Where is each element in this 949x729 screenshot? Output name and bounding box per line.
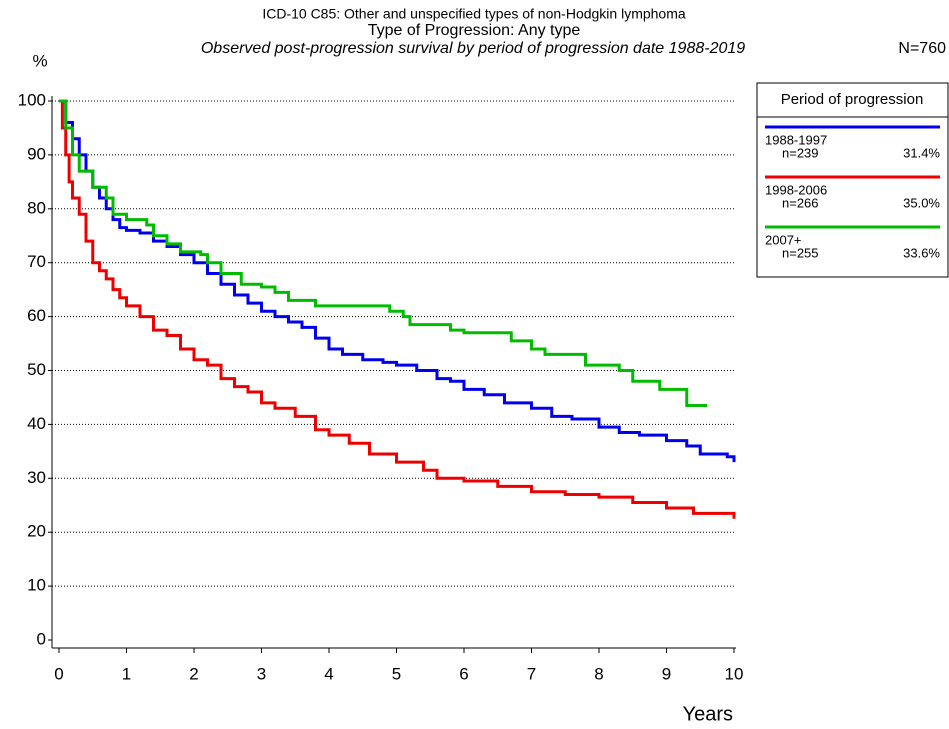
x-tick-label: 3 — [257, 664, 266, 683]
chart-subtitle: Type of Progression: Any type — [368, 22, 581, 39]
y-tick-label: 10 — [27, 576, 46, 595]
y-tick-label: 60 — [27, 306, 46, 325]
y-tick-label: 80 — [27, 198, 46, 217]
x-tick-label: 1 — [122, 664, 131, 683]
x-tick-label: 0 — [54, 664, 63, 683]
legend-n: n=266 — [782, 195, 819, 210]
x-tick-label: 2 — [189, 664, 198, 683]
x-tick-label: 9 — [662, 664, 671, 683]
y-tick-label: 70 — [27, 252, 46, 271]
legend-share: 33.6% — [903, 245, 940, 260]
survival-curve — [59, 99, 707, 408]
description: Observed post-progression survival by pe… — [201, 40, 745, 57]
y-tick-label: 30 — [27, 468, 46, 487]
total-count: N=760 — [898, 40, 946, 57]
y-tick-label: 90 — [27, 144, 46, 163]
y-axis-label: % — [32, 51, 47, 70]
legend-box — [756, 82, 949, 278]
legend-n: n=255 — [782, 245, 819, 260]
y-tick-label: 40 — [27, 414, 46, 433]
legend-name: 1998-2006 — [765, 182, 827, 197]
legend-n: n=239 — [782, 145, 819, 160]
legend-title: Period of progression — [781, 91, 924, 108]
x-axis-label: Years — [683, 703, 733, 725]
y-tick-label: 20 — [27, 522, 46, 541]
x-tick-label: 7 — [527, 664, 536, 683]
x-tick-label: 4 — [324, 664, 333, 683]
legend-share: 31.4% — [903, 145, 940, 160]
legend-name: 2007+ — [765, 232, 802, 247]
x-tick-label: 6 — [459, 664, 468, 683]
y-tick-label: 0 — [37, 629, 46, 648]
legend-share: 35.0% — [903, 195, 940, 210]
chart-title: ICD-10 C85: Other and unspecified types … — [262, 6, 686, 22]
x-tick-label: 10 — [725, 664, 744, 683]
x-tick-label: 8 — [594, 664, 603, 683]
y-tick-label: 100 — [18, 90, 46, 109]
x-tick-label: 5 — [392, 664, 401, 683]
y-tick-label: 50 — [27, 360, 46, 379]
legend-name: 1988-1997 — [765, 132, 827, 147]
survival-curve — [59, 99, 736, 519]
